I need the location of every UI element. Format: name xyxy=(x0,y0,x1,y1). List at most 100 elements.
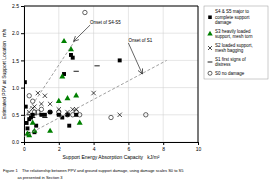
legend-marker xyxy=(208,15,212,19)
x-tick: 6 xyxy=(128,142,131,152)
point xyxy=(91,91,95,95)
x-tick-label: 10 xyxy=(196,146,202,152)
grid-line-y xyxy=(24,6,198,7)
legend-marker xyxy=(207,31,212,36)
point xyxy=(39,107,43,111)
point xyxy=(59,73,65,78)
y-tick-mark xyxy=(21,6,24,7)
series-points xyxy=(24,38,82,137)
x-axis-line xyxy=(25,143,199,146)
y-tick-label: 0.5 xyxy=(12,112,19,118)
x-tick-mark xyxy=(128,142,129,145)
grid-line-x xyxy=(198,6,199,142)
series-points xyxy=(27,66,100,118)
point xyxy=(25,121,29,125)
x-tick-label: 2 xyxy=(58,146,61,152)
plot-frame xyxy=(24,6,198,7)
x-tick: 0 xyxy=(23,142,26,152)
x-tick-mark xyxy=(59,142,60,145)
legend-label: S0 no damage xyxy=(215,71,245,76)
x-tick-label: 8 xyxy=(162,146,165,152)
y-axis: 0.00.51.01.52.02.5 xyxy=(12,3,24,145)
point xyxy=(144,113,148,117)
x-tick-mark xyxy=(198,142,199,145)
point xyxy=(48,102,52,106)
y-tick-mark xyxy=(21,115,24,116)
point xyxy=(56,98,62,103)
point xyxy=(66,113,70,117)
point xyxy=(30,120,36,125)
point xyxy=(24,105,28,109)
grid-line-x xyxy=(128,6,129,142)
plot-frame xyxy=(198,6,199,142)
point xyxy=(47,112,52,113)
legend-label-line: distress xyxy=(215,62,231,67)
series-points xyxy=(24,53,122,136)
y-tick-label: 0.0 xyxy=(12,139,19,145)
point xyxy=(71,56,75,60)
y-tick-label: 2.5 xyxy=(12,3,19,9)
annotation-arrow xyxy=(74,25,91,41)
caption: Figure 1 The relationship between PPV an… xyxy=(3,168,184,180)
point xyxy=(32,104,36,108)
series-points xyxy=(27,91,122,117)
grid-line-x xyxy=(93,6,94,142)
grid-line-y xyxy=(24,60,198,61)
onset-line xyxy=(24,60,167,136)
point xyxy=(43,94,47,98)
chart: 02468100.00.51.01.52.02.5Support Energy … xyxy=(0,0,270,187)
onset-line xyxy=(24,41,74,117)
legend-label-line: S2 loaded support, xyxy=(215,43,253,48)
legend-label-line: S3 heavily loaded xyxy=(215,29,251,34)
y-tick-mark xyxy=(21,142,24,143)
point xyxy=(74,71,79,72)
legend-marker xyxy=(208,71,212,75)
point xyxy=(39,114,44,115)
y-tick-mark xyxy=(21,88,24,89)
x-tick-label: 0 xyxy=(23,146,26,152)
caption-line: Figure 1 The relationship between PPV an… xyxy=(3,168,184,173)
point xyxy=(48,110,52,114)
legend: S4 & S5 major tocomplete supportdamage S3… xyxy=(204,6,268,79)
point xyxy=(30,117,35,118)
annotation-text: Onset of S1 xyxy=(128,38,152,43)
y-axis-title: Estimated PPV at Support Location m/s xyxy=(1,28,7,119)
legend-marker xyxy=(208,62,213,63)
point xyxy=(26,126,30,130)
point xyxy=(27,114,32,115)
point xyxy=(31,128,37,133)
caption-line: as presented in Section 3 xyxy=(3,175,63,180)
x-axis: 0246810 xyxy=(23,142,201,152)
grid-line-x xyxy=(58,6,59,142)
y-tick-mark xyxy=(21,60,24,61)
grid-line-y xyxy=(24,87,198,88)
legend-entry: S4 & S5 major tocomplete supportdamage xyxy=(208,9,250,25)
point xyxy=(67,124,71,128)
legend-label-line: mesh bagging xyxy=(215,48,244,53)
x-axis-title: Support Energy Absorption Capacity kJ/m² xyxy=(63,154,160,160)
point xyxy=(26,132,32,137)
point xyxy=(24,80,27,84)
point xyxy=(61,38,67,43)
point xyxy=(47,128,53,133)
point xyxy=(27,94,31,98)
point xyxy=(57,110,61,114)
point xyxy=(65,113,69,117)
y-tick: 0.0 xyxy=(12,139,24,145)
annotations: Onset of S4-S5 Onset of S1 xyxy=(74,20,153,74)
legend-label-line: S0 no damage xyxy=(215,71,245,76)
legend-marker xyxy=(208,46,212,50)
y-tick-mark xyxy=(21,33,24,34)
y-tick: 1.0 xyxy=(12,85,24,91)
annotation-text: Onset of S4-S5 xyxy=(90,20,121,25)
grid-line-x xyxy=(163,6,164,142)
point xyxy=(118,58,122,62)
point xyxy=(77,113,81,117)
x-tick: 2 xyxy=(58,142,61,152)
x-tick-mark xyxy=(163,142,164,145)
legend-label: S3 heavily loadedsupport, mesh torn xyxy=(215,29,253,40)
legend-entry: S1 first signs ofdistress xyxy=(208,57,247,67)
legend-label-line: complete support xyxy=(215,15,250,20)
grid-line-y xyxy=(24,33,198,34)
legend-entry: S2 loaded support,mesh bagging xyxy=(208,43,253,54)
